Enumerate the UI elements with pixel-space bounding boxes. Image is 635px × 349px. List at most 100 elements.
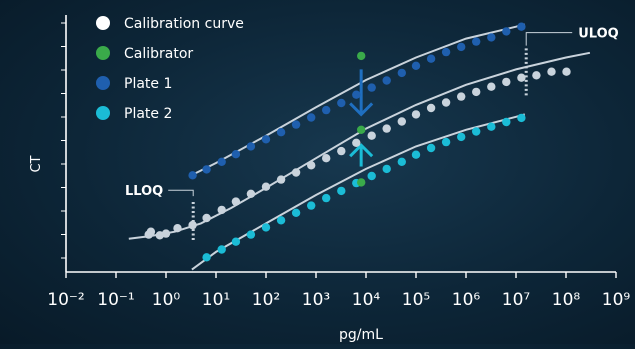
calibration-curve-point — [232, 197, 240, 205]
plate-2-point — [472, 127, 480, 135]
calibration-curve-point — [487, 83, 495, 91]
plate-2-point — [383, 165, 391, 173]
plate-1-point — [188, 171, 196, 179]
legend-label-plate-1: Plate 1 — [124, 76, 172, 92]
plate-1-point — [368, 83, 376, 91]
calibration-curve-point — [502, 78, 510, 86]
x-tick-label: 10² — [252, 290, 280, 310]
x-tick-label: 10¹ — [202, 290, 230, 310]
plate-1-point — [277, 128, 285, 136]
legend-label-plate-2: Plate 2 — [124, 106, 172, 122]
plate-2-point — [368, 172, 376, 180]
plate-2-point — [412, 151, 420, 159]
plate-1-point — [457, 43, 465, 51]
plate-2-point — [277, 216, 285, 224]
plate-2-point — [218, 245, 226, 253]
plate-1-point — [262, 135, 270, 143]
calibration-curve-point — [472, 88, 480, 96]
calibration-curve-point — [322, 154, 330, 162]
plate-2-point — [202, 253, 210, 261]
plate-1-point — [247, 142, 255, 150]
plate-2-point — [487, 123, 495, 131]
plate-1-point — [487, 33, 495, 41]
plate-1-point — [202, 165, 210, 173]
calibration-curve-point — [162, 229, 170, 237]
x-tick-label: 10⁰ — [152, 290, 181, 310]
legend-marker-plate-1 — [96, 76, 110, 90]
plate-1-point — [383, 76, 391, 84]
lloq-label: LLOQ — [125, 184, 163, 199]
calibration-curve-point — [247, 190, 255, 198]
plate-2-point — [322, 194, 330, 202]
plate-1-point — [472, 37, 480, 45]
plate-2-point — [262, 223, 270, 231]
plate-2-point — [427, 144, 435, 152]
legend-marker-calibrator — [96, 46, 110, 60]
x-tick-label: 10⁶ — [452, 290, 481, 310]
plate-2-point — [232, 238, 240, 246]
x-tick-label: 10³ — [302, 290, 330, 310]
plate-2-point — [247, 230, 255, 238]
plate-2-point — [307, 201, 315, 209]
plate-2-point — [398, 158, 406, 166]
plate-1-point — [427, 55, 435, 63]
calibration-curve-point — [383, 124, 391, 132]
plate-1-point — [442, 48, 450, 56]
uloq-leader — [526, 33, 572, 46]
plate-1-point — [337, 99, 345, 107]
legend: Calibration curve Calibrator Plate 1 Plate … — [96, 16, 244, 122]
plate-1-point — [218, 158, 226, 166]
uloq-label: ULOQ — [578, 27, 618, 42]
plate-1-point — [307, 113, 315, 121]
calibration-curve-point — [532, 71, 540, 79]
calibration-curve-point — [398, 117, 406, 125]
plate-1-point — [322, 106, 330, 114]
plate-2-point — [457, 133, 465, 141]
calibration-curve-point — [412, 110, 420, 118]
plate-2-point — [502, 118, 510, 126]
legend-label-calibrator: Calibrator — [124, 46, 193, 62]
x-axis-label: pg/mL — [339, 327, 383, 343]
plate-2-point — [442, 138, 450, 146]
legend-label-calibration-curve: Calibration curve — [124, 16, 244, 32]
calibration-curve-point — [427, 104, 435, 112]
calibration-curve-point — [173, 224, 181, 232]
legend-marker-plate-2 — [96, 106, 110, 120]
calibration-curve-point — [337, 147, 345, 155]
plate-1-point — [398, 69, 406, 77]
plate-2-point — [337, 187, 345, 195]
calibration-curve-point — [307, 161, 315, 169]
plate-1-point — [292, 120, 300, 128]
calibration-curve-point — [457, 92, 465, 100]
x-tick-label: 10⁹ — [602, 290, 631, 310]
plate-2-point — [292, 209, 300, 217]
calibration-curve-point — [368, 132, 376, 140]
x-tick-label: 10⁻¹ — [97, 290, 134, 310]
plate-2-point — [517, 114, 525, 122]
calibration-curve-point — [292, 168, 300, 176]
calibrator-point — [357, 126, 365, 134]
calibration-curve-point — [188, 221, 196, 229]
lloq-leader — [168, 190, 193, 196]
plate-1-point — [352, 91, 360, 99]
fit-curve-3 — [192, 114, 525, 269]
data-points — [145, 23, 571, 262]
calibration-curve-point — [547, 68, 555, 76]
calibration-curve-point — [262, 183, 270, 191]
calibration-curve-point — [442, 98, 450, 106]
x-tick-label: 10⁻² — [47, 290, 84, 310]
x-tick-label: 10⁵ — [402, 290, 430, 310]
x-tick-label: 10⁴ — [352, 290, 381, 310]
calibration-curve-point — [352, 139, 360, 147]
calibrator-point — [357, 52, 365, 60]
fit-curve-2 — [190, 24, 525, 176]
calibration-curve-point — [218, 206, 226, 214]
plate-1-point — [232, 150, 240, 158]
calibrator-point — [357, 178, 365, 186]
calibration-curve-point — [517, 74, 525, 82]
x-tick-label: 10⁷ — [502, 290, 531, 310]
calibration-curve-point — [147, 228, 155, 236]
y-axis-label: CT — [29, 155, 44, 172]
